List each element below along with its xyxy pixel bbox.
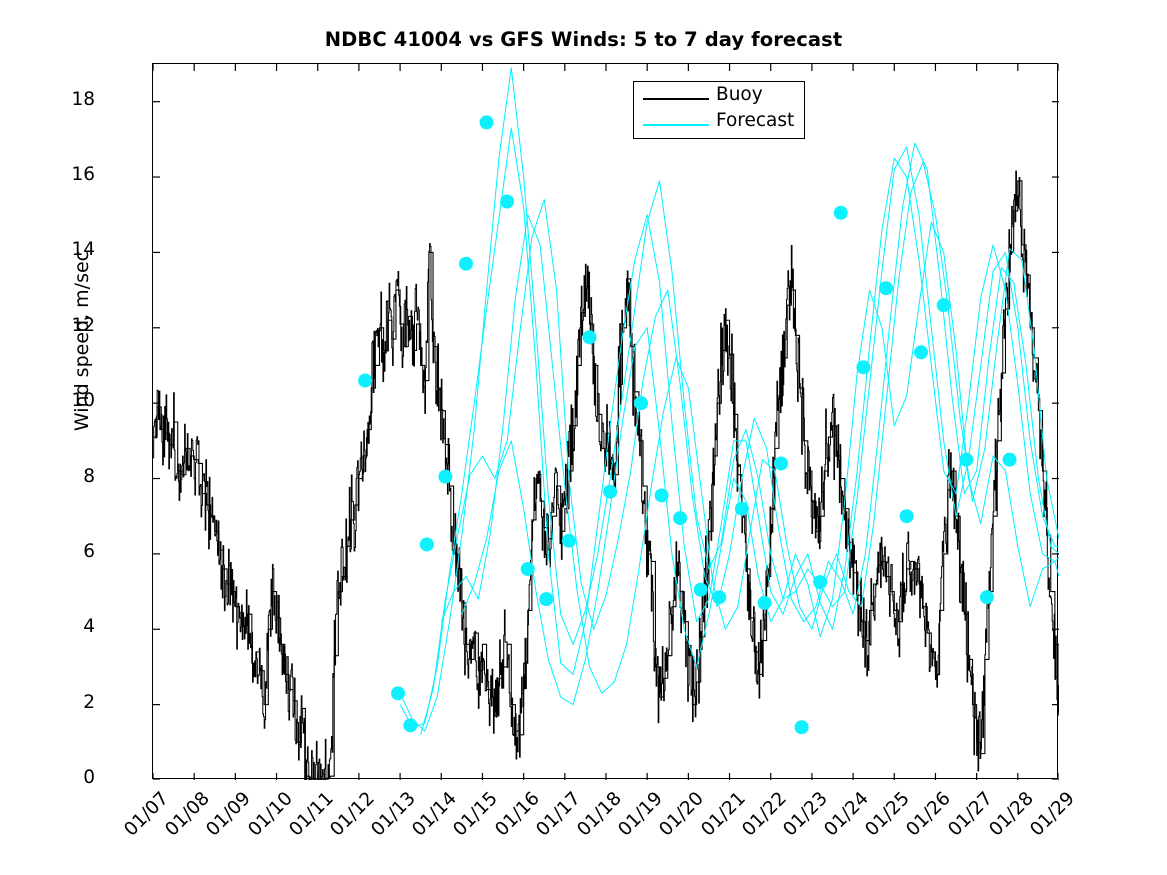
legend-entry-buoy: Buoy — [634, 84, 806, 112]
forecast-marker — [582, 330, 597, 345]
forecast-marker — [520, 561, 535, 576]
forecast-marker — [979, 590, 994, 605]
forecast-marker — [879, 281, 894, 296]
forecast-series-3 — [420, 142, 1059, 735]
forecast-marker — [757, 595, 772, 610]
y-tick-label: 12 — [71, 314, 95, 336]
legend-swatch-buoy — [643, 98, 709, 100]
forecast-marker — [734, 501, 749, 516]
forecast-marker — [603, 484, 618, 499]
legend: Buoy Forecast — [633, 81, 805, 139]
legend-label-buoy: Buoy — [716, 84, 763, 105]
y-tick-label: 2 — [83, 691, 95, 713]
forecast-marker — [539, 592, 554, 607]
forecast-marker — [654, 488, 669, 503]
forecast-marker — [833, 205, 848, 220]
forecast-series-4 — [440, 161, 1059, 694]
series-layer — [153, 67, 1059, 780]
forecast-marker — [959, 452, 974, 467]
plot-canvas — [153, 64, 1059, 780]
forecast-marker — [936, 298, 951, 313]
plot-area — [152, 63, 1059, 780]
forecast-marker — [438, 469, 453, 484]
forecast-marker — [391, 686, 406, 701]
forecast-marker — [561, 533, 576, 548]
forecast-marker — [899, 509, 914, 524]
legend-swatch-forecast — [643, 124, 709, 126]
forecast-marker — [914, 345, 929, 360]
forecast-marker — [712, 590, 727, 605]
y-tick-label: 6 — [83, 540, 95, 562]
forecast-marker — [358, 373, 373, 388]
y-tick-label: 14 — [71, 239, 95, 261]
y-tick-label: 4 — [83, 616, 95, 638]
tick-layer — [153, 64, 1059, 780]
forecast-marker — [403, 718, 418, 733]
forecast-marker — [794, 720, 809, 735]
marker-layer — [358, 115, 1017, 735]
legend-entry-forecast: Forecast — [634, 110, 806, 138]
forecast-marker — [419, 537, 434, 552]
y-tick-label: 0 — [83, 767, 95, 788]
buoy-series-envelope — [153, 180, 1059, 780]
forecast-marker — [856, 360, 871, 375]
forecast-marker — [673, 511, 688, 526]
forecast-marker — [479, 115, 494, 130]
forecast-marker — [1002, 452, 1017, 467]
legend-label-forecast: Forecast — [716, 110, 795, 131]
forecast-marker — [813, 575, 828, 590]
y-tick-label: 18 — [71, 88, 95, 110]
forecast-marker — [634, 396, 648, 411]
forecast-marker — [693, 582, 708, 597]
y-tick-label: 10 — [71, 390, 95, 412]
y-tick-label: 8 — [83, 465, 95, 487]
forecast-marker — [774, 456, 789, 471]
page-title: NDBC 41004 vs GFS Winds: 5 to 7 day fore… — [324, 28, 843, 51]
y-tick-label: 16 — [71, 164, 95, 186]
buoy-series-detail — [153, 170, 1059, 780]
forecast-marker — [458, 256, 473, 271]
forecast-series-2 — [399, 127, 1059, 728]
forecast-series-1 — [399, 67, 1059, 732]
forecast-marker — [500, 194, 515, 209]
